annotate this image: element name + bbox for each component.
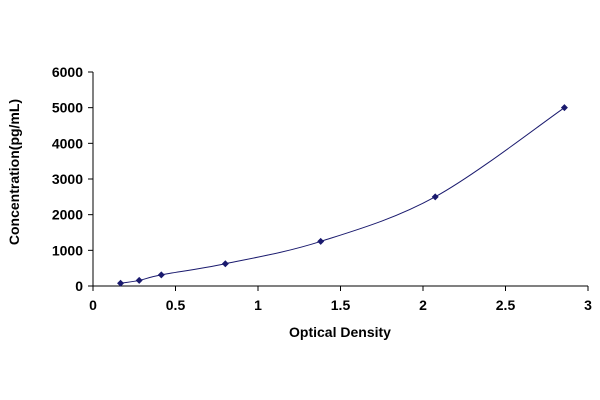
y-axis-title: Concentration(pg/mL): [6, 99, 22, 245]
x-ticks: 0 0.5 1 1.5 2 2.5 3: [89, 286, 592, 313]
y-tick-label: 5000: [52, 100, 83, 116]
y-ticks: 0 1000 2000 3000 4000 5000 6000: [52, 64, 93, 294]
plot-area: 0 0.5 1 1.5 2 2.5 3 0 1000 2000 3000 4000 5000 6000: [52, 64, 592, 313]
data-point: [221, 260, 229, 268]
y-tick-label: 1000: [52, 242, 83, 258]
y-tick-label: 3000: [52, 171, 83, 187]
x-tick-label: 1.5: [331, 297, 351, 313]
x-tick-label: 0: [89, 297, 97, 313]
y-tick-label: 6000: [52, 64, 83, 80]
data-markers: [117, 104, 568, 287]
data-point: [431, 193, 439, 201]
y-tick-label: 0: [75, 278, 83, 294]
x-tick-label: 2.5: [496, 297, 516, 313]
x-tick-label: 1: [254, 297, 262, 313]
y-tick-label: 4000: [52, 135, 83, 151]
data-point: [117, 279, 125, 287]
data-point: [560, 104, 568, 112]
x-axis-title: Optical Density: [289, 324, 391, 340]
fit-curve: [120, 107, 565, 284]
data-point: [317, 237, 325, 245]
x-tick-label: 2: [419, 297, 427, 313]
data-point: [157, 271, 165, 279]
data-point: [135, 276, 143, 284]
x-tick-label: 0.5: [166, 297, 186, 313]
y-tick-label: 2000: [52, 207, 83, 223]
x-tick-label: 3: [584, 297, 592, 313]
